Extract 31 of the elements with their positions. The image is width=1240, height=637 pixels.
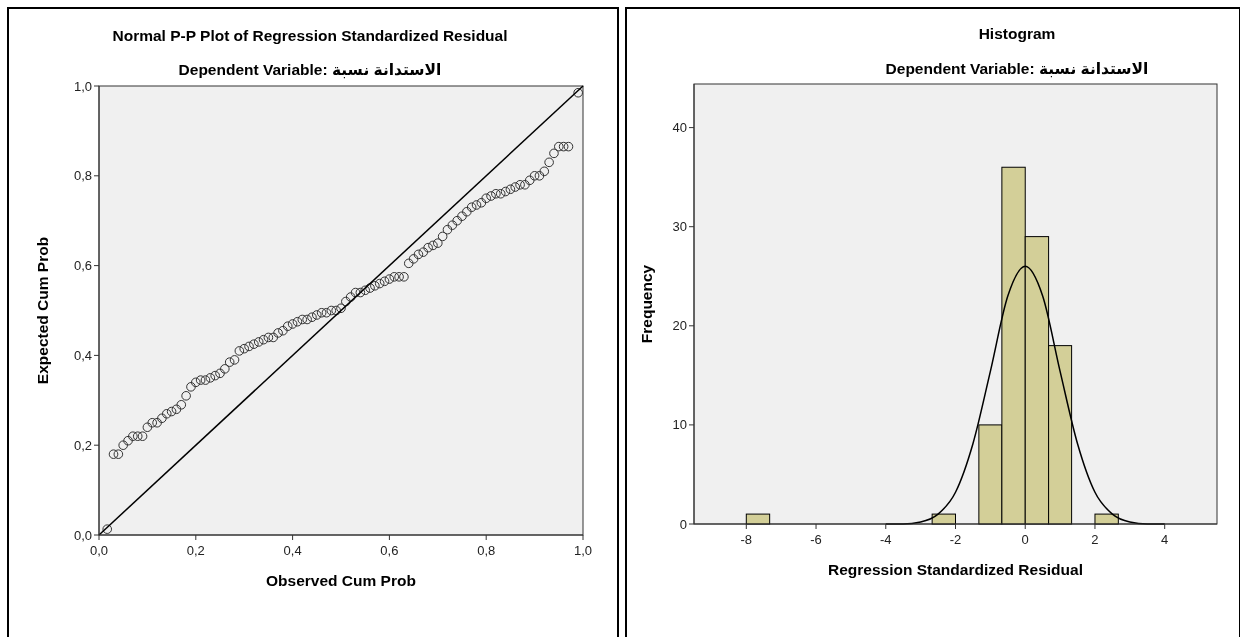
y-axis-title: Frequency: [638, 264, 655, 344]
x-tick-label: 0: [1021, 532, 1029, 547]
chart-subtitle: Dependent Variable: الاستدانة نسبة: [885, 60, 1149, 78]
x-tick-label: -2: [949, 532, 962, 547]
x-axis-title: Observed Cum Prob: [266, 572, 416, 589]
y-tick-label: 0,6: [73, 258, 92, 274]
x-tick-label: 2: [1091, 532, 1099, 547]
x-tick-label: 0,8: [477, 543, 496, 558]
y-tick-label: 10: [672, 417, 687, 433]
y-tick-label: 0: [679, 516, 687, 532]
x-tick-label: 0,0: [89, 543, 109, 558]
chart-title: Normal P-P Plot of Regression Standardized Residual: [112, 27, 508, 44]
y-axis-title: Expected Cum Prob: [34, 236, 51, 385]
x-tick-label: -8: [740, 532, 753, 547]
x-tick-label: 0,4: [283, 543, 302, 558]
y-tick-label: 0,8: [73, 168, 92, 184]
y-tick-label: 40: [672, 120, 687, 136]
y-tick-label: 20: [672, 318, 687, 334]
x-axis-title: Regression Standardized Residual: [828, 561, 1083, 578]
y-tick-label: 30: [672, 219, 687, 235]
y-tick-label: 0,4: [73, 347, 92, 363]
y-tick-label: 0,2: [73, 437, 92, 453]
chart-title: Histogram: [978, 25, 1056, 42]
y-tick-label: 1,0: [73, 78, 92, 94]
x-tick-label: 1,0: [573, 543, 593, 558]
x-tick-label: 0,2: [186, 543, 205, 558]
x-tick-label: 0,6: [380, 543, 399, 558]
x-tick-label: 4: [1161, 532, 1169, 547]
x-tick-label: -4: [879, 532, 892, 547]
chart-subtitle: Dependent Variable: الاستدانة نسبة: [178, 61, 442, 79]
x-tick-label: -6: [810, 532, 822, 547]
